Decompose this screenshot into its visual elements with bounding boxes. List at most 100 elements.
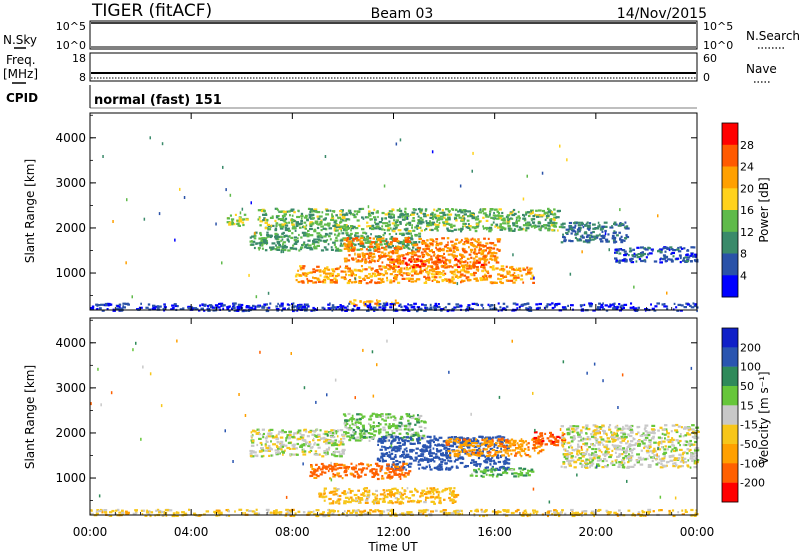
colorbar-tick-label: 4 [740, 269, 747, 282]
scatter-cell [518, 217, 521, 220]
scatter-cell [531, 470, 535, 473]
scatter-cell [261, 428, 265, 431]
scatter-cell [287, 436, 291, 439]
scatter-cell [317, 235, 320, 238]
scatter-cell [508, 468, 512, 471]
scatter-cell [355, 464, 358, 467]
scatter-cell [402, 239, 406, 242]
scatter-cell [372, 306, 377, 309]
scatter-cell [285, 431, 287, 434]
scatter-cell [331, 274, 334, 277]
scatter-cell [436, 450, 439, 453]
scatter-cell [455, 445, 459, 448]
scatter-cell [416, 278, 421, 281]
scatter-cell [446, 227, 449, 230]
scatter-cell [329, 209, 332, 212]
scatter-cell [335, 432, 338, 435]
scatter-cell [287, 229, 291, 232]
colorbar-tick-label: 8 [740, 248, 747, 261]
scatter-cell [347, 279, 351, 283]
scatter-cell [256, 443, 259, 447]
scatter-cell [433, 440, 435, 443]
date-label: 14/Nov/2015 [617, 6, 707, 22]
scatter-cell [428, 464, 431, 467]
scatter-cell [260, 239, 263, 242]
scatter-cell [243, 213, 247, 216]
scatter-cell [453, 242, 458, 245]
scatter-cell [366, 235, 370, 238]
scatter-cell [421, 450, 425, 453]
scatter-cell [301, 231, 306, 234]
scatter-cell [237, 303, 241, 306]
scatter-cell [259, 224, 262, 227]
scatter-cell [493, 251, 495, 254]
scatter-cell [561, 226, 566, 229]
scatter-cell [342, 213, 346, 216]
scatter-cell [405, 450, 408, 453]
scatter-cell [370, 274, 374, 278]
scatter-cell [258, 248, 260, 251]
scatter-cell [415, 452, 418, 455]
scatter-cell [323, 240, 327, 243]
scatter-cell [352, 466, 356, 469]
scatter-cell [331, 213, 333, 216]
scatter-cell [675, 423, 679, 427]
scatter-cell [344, 467, 348, 470]
scatter-cell [421, 303, 424, 306]
scatter-cell [346, 248, 350, 251]
scatter-cell [377, 273, 381, 276]
scatter-cell [312, 241, 317, 244]
scatter-cell [662, 247, 665, 250]
scatter-cell [466, 219, 470, 222]
scatter-cell [353, 274, 357, 277]
scatter-cell [301, 448, 304, 451]
scatter-cell [507, 445, 512, 448]
scatter-cell [299, 248, 303, 251]
scatter-cell [446, 222, 450, 225]
scatter-cell [630, 444, 634, 447]
scatter-cell [426, 440, 430, 443]
scatter-cell [598, 449, 602, 452]
scatter-cell [405, 453, 410, 456]
scatter-cell [287, 249, 291, 252]
scatter-cell [450, 445, 454, 448]
scatter-cell [282, 453, 284, 456]
scatter-cell [348, 302, 351, 305]
scatter-cell [538, 228, 542, 231]
scatter-cell [416, 227, 419, 230]
scatter-cell [261, 242, 266, 245]
scatter-cell [546, 437, 550, 440]
scatter-cell [302, 265, 306, 268]
scatter-cell [485, 275, 488, 278]
scatter-cell [286, 239, 290, 242]
scatter-cell [441, 259, 444, 262]
scatter-cell [283, 430, 286, 434]
scatter-cell [377, 422, 380, 425]
scatter-cell [661, 440, 666, 443]
scatter-cell [554, 303, 559, 306]
scatter-cell [483, 470, 487, 473]
scatter-cell [263, 217, 266, 220]
scatter-cell [266, 223, 270, 226]
scatter-cell [477, 238, 480, 242]
scatter-cell [282, 243, 284, 246]
scatter-cell [249, 236, 252, 239]
scatter-cell [271, 215, 274, 218]
scatter-cell [427, 441, 432, 444]
scatter-cell [494, 257, 497, 260]
scatter-cell [657, 429, 660, 432]
scatter-cell [297, 280, 301, 284]
scatter-cell [297, 437, 302, 441]
scatter-cell [607, 233, 610, 236]
scatter-cell [107, 304, 110, 307]
scatter-cell [651, 424, 656, 427]
scatter-cell [599, 238, 603, 241]
scatter-cell [405, 306, 409, 309]
scatter-cell [400, 273, 403, 277]
scatter-cell [472, 151, 474, 155]
scatter-cell [471, 302, 475, 305]
scatter-cell [386, 241, 389, 244]
scatter-cell [378, 431, 382, 434]
scatter-cell [483, 274, 486, 277]
scatter-cell [331, 304, 335, 307]
